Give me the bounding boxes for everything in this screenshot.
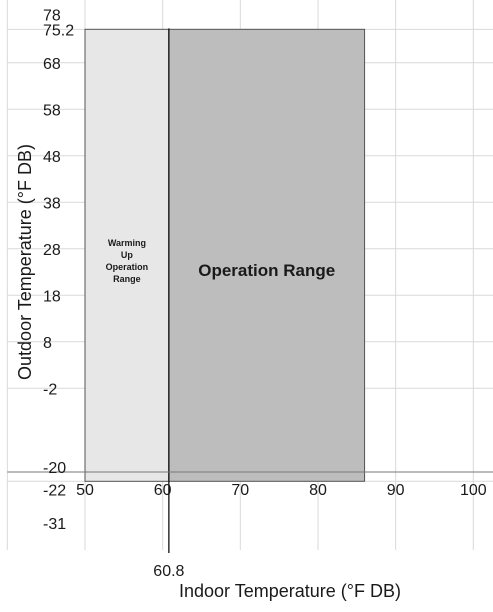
region-label-operation-range: Operation Range: [198, 261, 335, 280]
x-tick-labels: 50 60 70 80 90 100 60.8: [76, 482, 487, 580]
region-label-warming-up: Up: [121, 250, 133, 260]
y-tick-label: 38: [43, 195, 61, 212]
region-label-warming-up: Warming: [108, 238, 146, 248]
region-operation-range: [168, 28, 366, 482]
x-tick-label: 80: [309, 482, 327, 499]
y-tick-label: 28: [43, 242, 61, 259]
x-tick-label: 60: [154, 482, 172, 499]
y-tick-label: 75.2: [43, 22, 74, 39]
y-tick-label: -22: [43, 482, 66, 499]
x-tick-label: 50: [76, 482, 94, 499]
y-axis-title: Outdoor Temperature (°F DB): [15, 144, 35, 380]
x-tick-label: 70: [231, 482, 249, 499]
x-special-tick-label: 60.8: [153, 563, 184, 580]
region-label-warming-up: Operation: [106, 262, 149, 272]
y-tick-label: 58: [43, 102, 61, 119]
region-label-warming-up: Range: [113, 274, 141, 284]
y-tick-label: -2: [43, 381, 57, 398]
x-tick-label: 90: [387, 482, 405, 499]
regions: [84, 28, 366, 482]
reference-lines: [7, 28, 493, 553]
region-labels: Warming Up Operation Range Operation Range: [106, 238, 336, 284]
x-tick-label: 100: [460, 482, 487, 499]
y-tick-label: 78: [43, 7, 61, 24]
y-tick-label: -20: [43, 460, 66, 477]
y-tick-label: 8: [43, 335, 52, 352]
y-tick-label: 18: [43, 288, 61, 305]
x-axis-title: Indoor Temperature (°F DB): [179, 581, 401, 601]
y-tick-label: 48: [43, 149, 61, 166]
region-warming-up-operation-range: [84, 28, 170, 482]
y-tick-label: -31: [43, 516, 66, 533]
y-tick-label: 68: [43, 56, 61, 73]
